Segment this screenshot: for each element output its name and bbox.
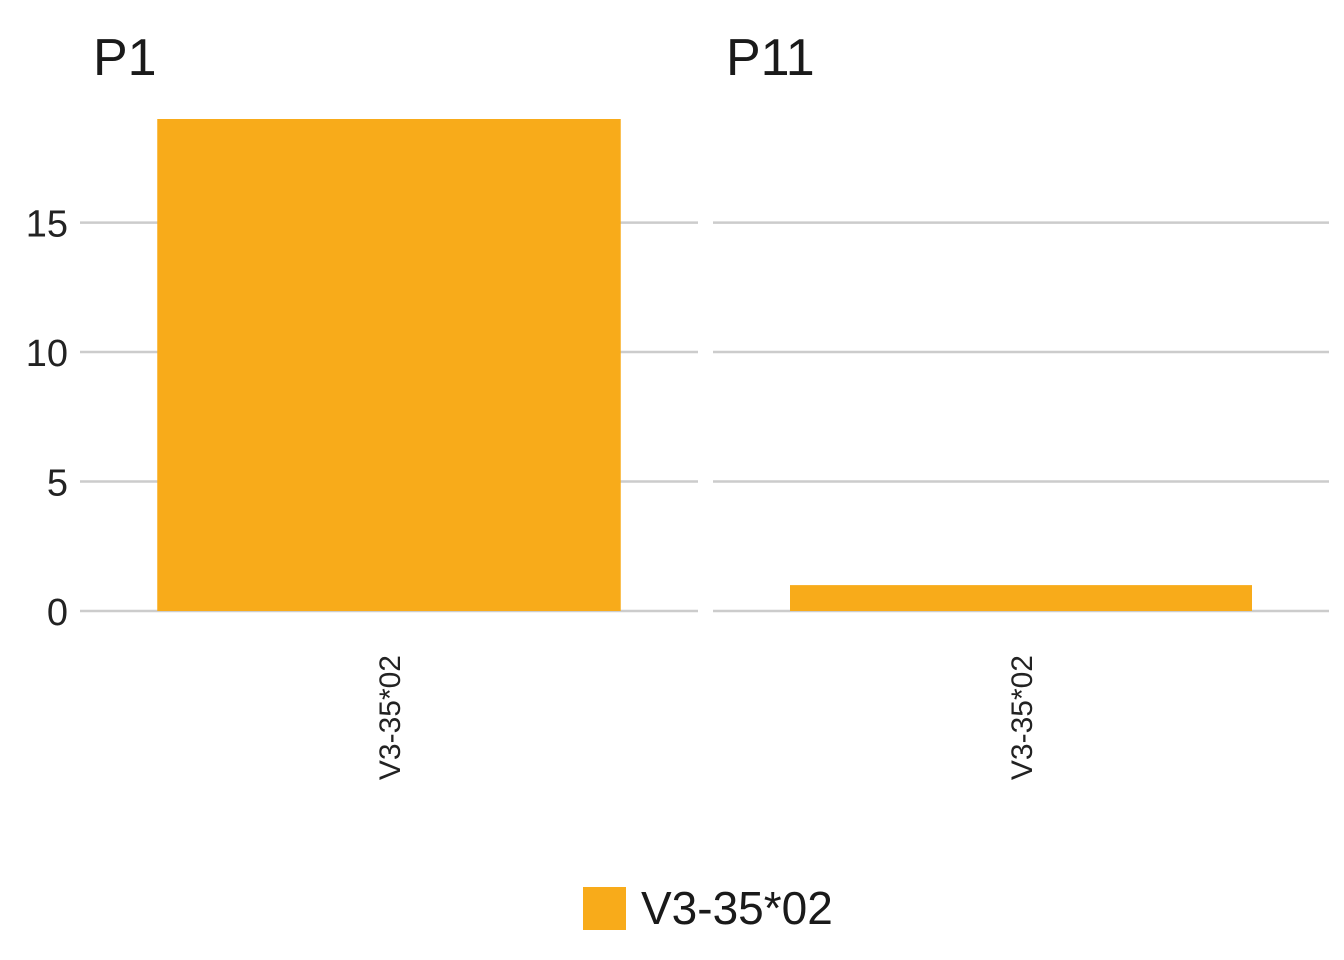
x-tick-label: V3-35*02 <box>374 655 407 780</box>
facet-title: P11 <box>726 29 815 87</box>
bar <box>790 585 1252 611</box>
bar <box>157 119 621 611</box>
legend-swatch <box>583 887 626 930</box>
facet-title: P1 <box>93 29 157 87</box>
legend-label: V3-35*02 <box>641 882 833 934</box>
y-tick-label: 15 <box>26 204 68 246</box>
y-tick-label: 0 <box>47 592 68 634</box>
y-tick-label: 10 <box>26 333 68 375</box>
x-tick-label: V3-35*02 <box>1006 655 1039 780</box>
y-tick-label: 5 <box>47 463 68 505</box>
